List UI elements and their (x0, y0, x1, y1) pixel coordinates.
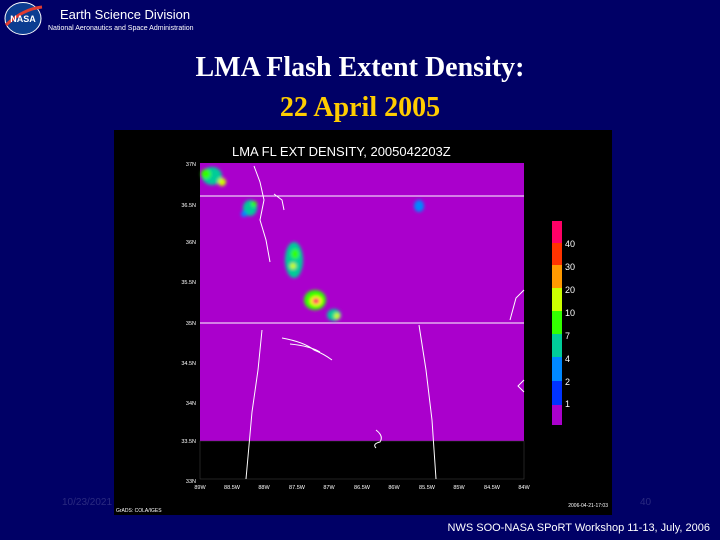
density-map-image: LMA FL EXT DENSITY, 2005042203Z (114, 130, 612, 515)
legend-swatch (552, 288, 562, 311)
slide-date: 10/23/2021 (62, 497, 113, 508)
lat-label: 35.5N (181, 280, 196, 286)
lat-label: 34N (186, 401, 196, 407)
lon-axis: 89W 88.5W 88W 87.5W 87W 86.5W 86W 85.5W … (194, 485, 530, 491)
lon-label: 86.5W (354, 485, 371, 491)
legend-swatch (552, 311, 562, 334)
legend-label: 7 (565, 331, 570, 341)
lon-label: 87.5W (289, 485, 306, 491)
no-data-area (199, 440, 525, 480)
legend-label: 2 (565, 377, 570, 387)
lon-label: 87W (323, 485, 335, 491)
lat-label: 33.5N (181, 439, 196, 445)
lon-label: 88.5W (224, 485, 241, 491)
slide-title: LMA Flash Extent Density: (195, 52, 525, 83)
lon-label: 84.5W (484, 485, 501, 491)
legend-label: 30 (565, 262, 575, 272)
workshop-footer: NWS SOO-NASA SPoRT Workshop 11-13, July,… (447, 522, 710, 534)
lon-label: 86W (388, 485, 400, 491)
svg-text:NASA: NASA (10, 14, 36, 24)
legend-label: 20 (565, 285, 575, 295)
lat-label: 36N (186, 240, 196, 246)
lat-label: 37N (186, 162, 196, 168)
legend-label: 40 (565, 239, 575, 249)
legend-swatch (552, 221, 562, 243)
lat-label: 35N (186, 321, 196, 327)
slide-date-title: 22 April 2005 (279, 92, 441, 123)
boundary-lines (200, 165, 525, 480)
lat-axis: 37N 36.5N 36N 35.5N 35N 34.5N 34N 33.5N … (181, 162, 196, 485)
legend-swatch (552, 265, 562, 288)
lon-label: 85W (453, 485, 465, 491)
lat-label: 33N (186, 479, 196, 485)
legend-swatch (552, 381, 562, 405)
flash-density-cells (201, 167, 424, 321)
color-legend: 40 30 20 10 7 4 2 1 (552, 221, 575, 425)
page-number: 40 (640, 497, 652, 508)
legend-label: 10 (565, 308, 575, 318)
lon-label: 85.5W (419, 485, 436, 491)
lat-label: 34.5N (181, 361, 196, 367)
nasa-logo: NASA (2, 1, 44, 36)
org-subtitle: National Aeronautics and Space Administr… (48, 25, 194, 32)
legend-swatch (552, 405, 562, 425)
lat-label: 36.5N (181, 203, 196, 209)
lon-label: 89W (194, 485, 206, 491)
legend-label: 1 (565, 399, 570, 409)
legend-swatch (552, 243, 562, 265)
credit-left: GrADS: COLA/IGES (116, 508, 162, 514)
credit-right: 2006-04-21-17:03 (568, 503, 608, 509)
legend-label: 4 (565, 354, 570, 364)
legend-swatch (552, 357, 562, 381)
lon-label: 84W (518, 485, 530, 491)
plot-title: LMA FL EXT DENSITY, 2005042203Z (232, 144, 451, 159)
org-title: Earth Science Division (60, 7, 191, 22)
lon-label: 88W (258, 485, 270, 491)
legend-swatch (552, 334, 562, 357)
